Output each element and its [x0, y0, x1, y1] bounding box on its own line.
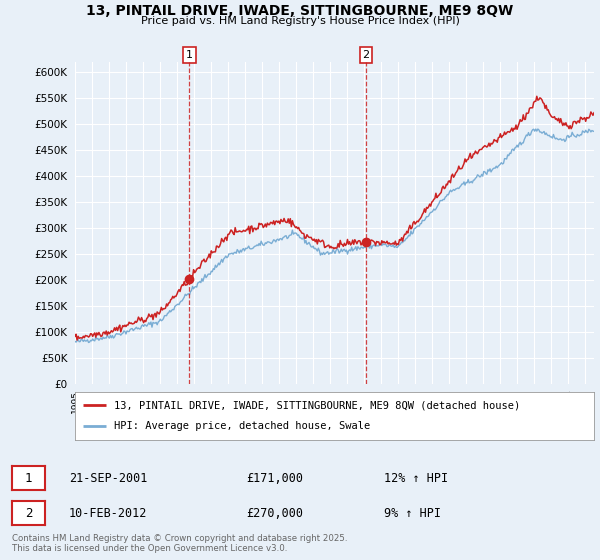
Text: £171,000: £171,000	[246, 472, 303, 485]
Text: 12% ↑ HPI: 12% ↑ HPI	[384, 472, 448, 485]
Text: £270,000: £270,000	[246, 507, 303, 520]
Text: 10-FEB-2012: 10-FEB-2012	[69, 507, 148, 520]
Text: 9% ↑ HPI: 9% ↑ HPI	[384, 507, 441, 520]
Text: 1: 1	[186, 50, 193, 60]
Text: Contains HM Land Registry data © Crown copyright and database right 2025.
This d: Contains HM Land Registry data © Crown c…	[12, 534, 347, 553]
Text: 13, PINTAIL DRIVE, IWADE, SITTINGBOURNE, ME9 8QW (detached house): 13, PINTAIL DRIVE, IWADE, SITTINGBOURNE,…	[114, 400, 520, 410]
Text: 21-SEP-2001: 21-SEP-2001	[69, 472, 148, 485]
Text: 1: 1	[25, 472, 32, 485]
Text: HPI: Average price, detached house, Swale: HPI: Average price, detached house, Swal…	[114, 421, 370, 431]
Text: Price paid vs. HM Land Registry's House Price Index (HPI): Price paid vs. HM Land Registry's House …	[140, 16, 460, 26]
Text: 2: 2	[362, 50, 370, 60]
Text: 13, PINTAIL DRIVE, IWADE, SITTINGBOURNE, ME9 8QW: 13, PINTAIL DRIVE, IWADE, SITTINGBOURNE,…	[86, 4, 514, 18]
Text: 2: 2	[25, 507, 32, 520]
